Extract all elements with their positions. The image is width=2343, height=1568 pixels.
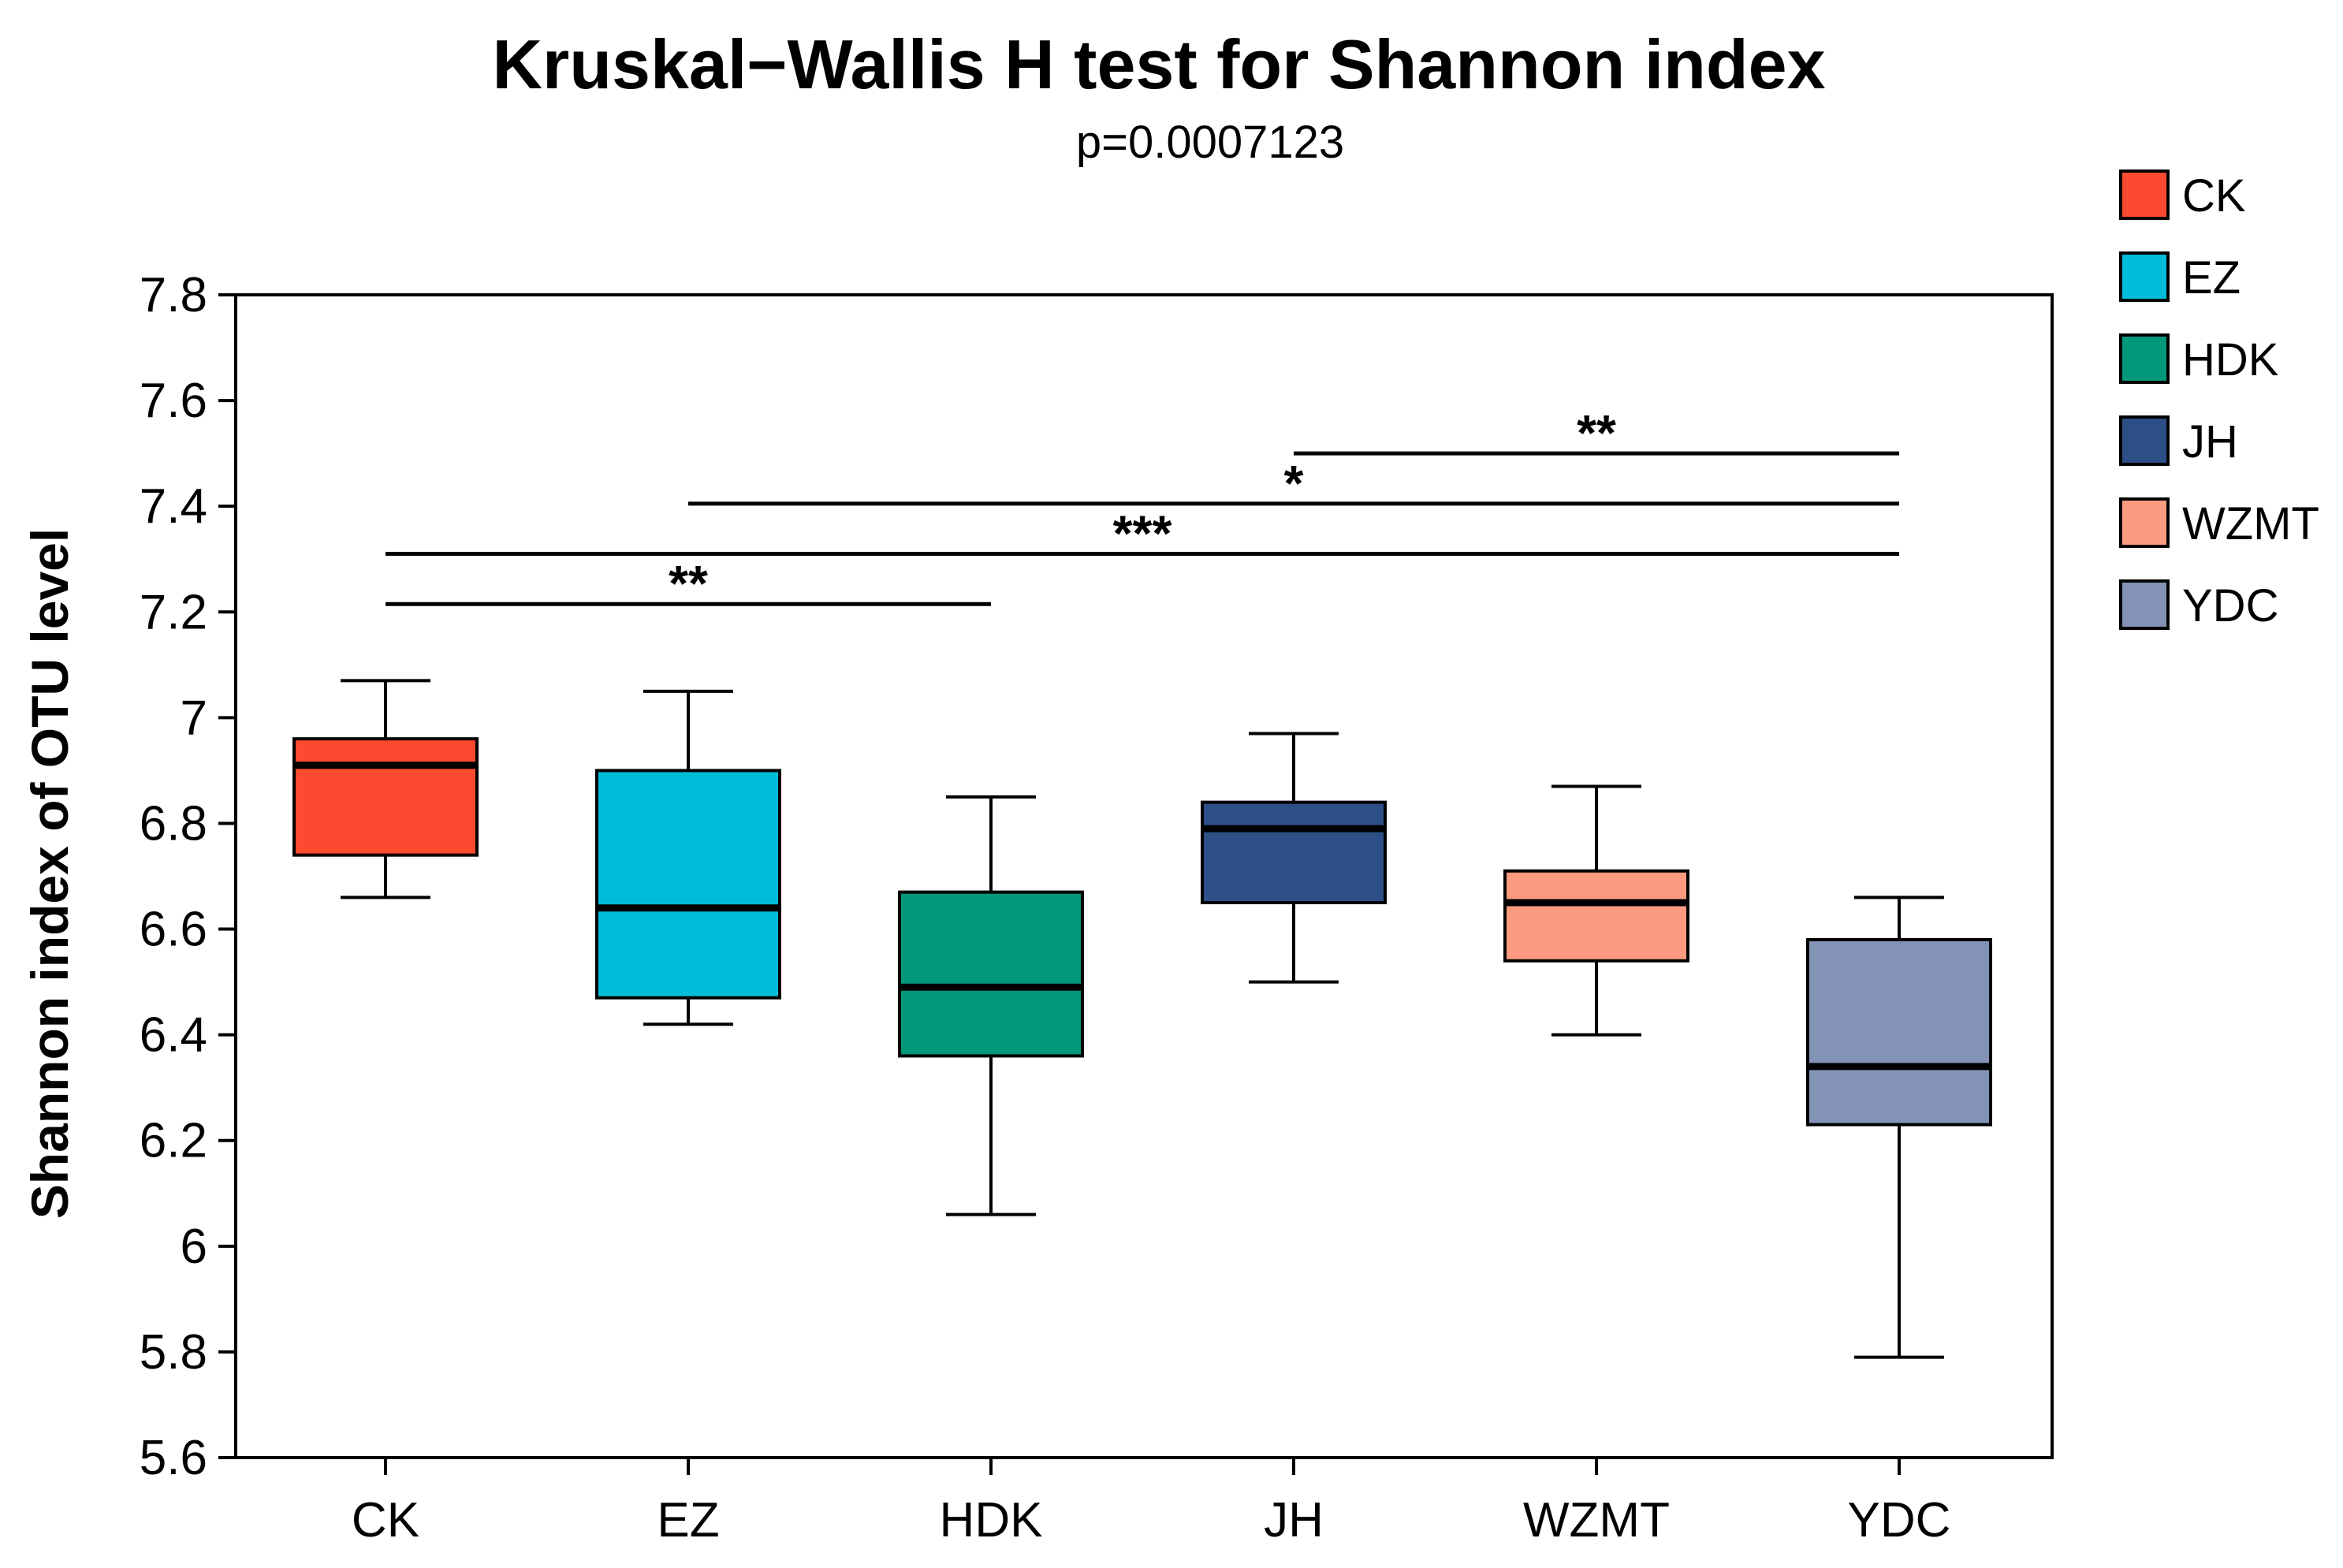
legend-label: EZ — [2182, 252, 2241, 304]
y-tick-label: 6.4 — [140, 1008, 207, 1063]
box-iqr — [898, 890, 1084, 1058]
y-tick-label: 7.2 — [140, 585, 207, 639]
x-tick-label: WZMT — [1523, 1493, 1670, 1548]
y-axis-label: Shannon index of OTU level — [20, 528, 79, 1219]
significance-label: ** — [1577, 404, 1616, 461]
significance-label: ** — [669, 555, 708, 612]
box-iqr — [1806, 937, 1992, 1127]
y-tick-label: 7.4 — [140, 479, 207, 534]
legend-label: YDC — [2182, 580, 2278, 631]
box-ez — [595, 689, 781, 1026]
y-tick-label: 6.2 — [140, 1114, 207, 1168]
x-tick-label: CK — [352, 1493, 419, 1548]
y-axis: 5.6 5.8 6 6.2 6.4 6.6 6.8 7 7.2 7.4 7.6 7.8 — [140, 268, 236, 1485]
plot-frame — [234, 293, 2054, 1459]
y-tick-label: 7.6 — [140, 374, 207, 428]
chart-title: Kruskal−Wallis H test for Shannon index — [492, 25, 1825, 103]
box-iqr — [292, 737, 479, 857]
box-iqr — [595, 769, 781, 1000]
significance-label: * — [1284, 455, 1304, 512]
legend-swatch-wzmt — [2119, 497, 2170, 548]
box-jh — [1201, 732, 1387, 984]
box-hdk — [898, 795, 1084, 1216]
legend: CK EZ HDK JH WZMT YDC — [2119, 169, 2319, 631]
y-tick-label: 5.8 — [140, 1325, 207, 1380]
legend-swatch-ez — [2119, 251, 2170, 302]
chart-subtitle: p=0.0007123 — [1076, 117, 1344, 168]
x-tick-label: YDC — [1848, 1493, 1951, 1548]
y-tick-label: 6.8 — [140, 796, 207, 851]
legend-swatch-hdk — [2119, 333, 2170, 384]
legend-label: WZMT — [2182, 498, 2319, 549]
significance-label: *** — [1113, 505, 1172, 562]
legend-label: CK — [2182, 170, 2246, 222]
x-tick-label: EZ — [657, 1493, 719, 1548]
significance-brackets: ******** — [386, 404, 1899, 612]
legend-swatch-ck — [2119, 169, 2170, 220]
y-tick-label: 5.6 — [140, 1431, 207, 1485]
box-ck — [292, 679, 479, 899]
y-tick-label: 7 — [181, 691, 207, 745]
y-tick-label: 6 — [181, 1220, 207, 1274]
x-tick-label: HDK — [940, 1493, 1043, 1548]
box-iqr — [1201, 800, 1387, 905]
box-ydc — [1806, 896, 1992, 1359]
box-series — [292, 679, 1992, 1359]
legend-swatch-jh — [2119, 415, 2170, 466]
legend-label: JH — [2182, 416, 2238, 467]
y-tick-label: 6.6 — [140, 903, 207, 957]
box-wzmt — [1503, 784, 1689, 1037]
legend-swatch-ydc — [2119, 579, 2170, 630]
legend-label: HDK — [2182, 334, 2279, 385]
x-axis: CK EZ HDK JH WZMT YDC — [352, 1458, 1951, 1548]
x-tick-label: JH — [1264, 1493, 1324, 1548]
y-tick-label: 7.8 — [140, 268, 207, 322]
box-iqr — [1503, 869, 1689, 963]
